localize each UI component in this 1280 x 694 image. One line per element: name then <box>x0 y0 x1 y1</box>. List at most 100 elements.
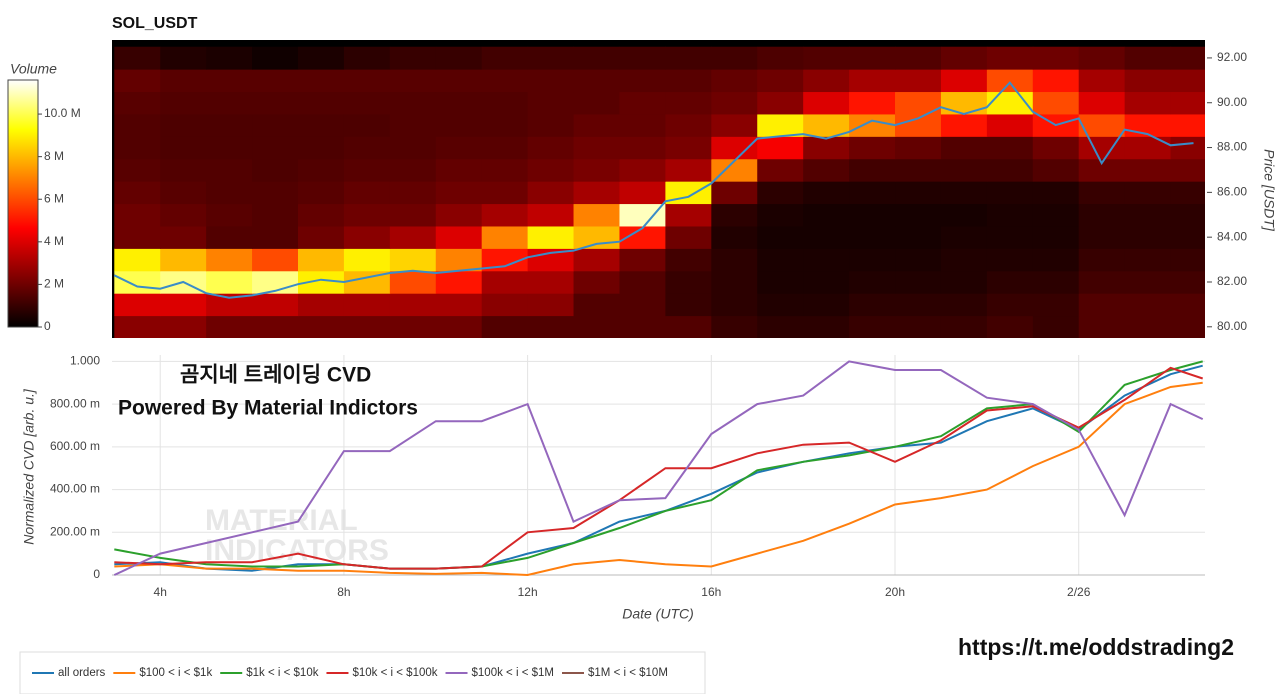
heatmap-cell <box>527 91 575 115</box>
heatmap-cell <box>1170 91 1205 115</box>
heatmap-cell <box>1124 248 1172 272</box>
chart-title: SOL_USDT <box>112 15 198 32</box>
heatmap-cell <box>389 136 437 160</box>
heatmap-cell <box>895 248 942 272</box>
heatmap-cell <box>1078 225 1126 249</box>
heatmap-cell <box>619 91 666 115</box>
heatmap-cell <box>343 113 391 137</box>
heatmap-cell <box>1170 46 1205 70</box>
heatmap-cell <box>252 181 299 205</box>
heatmap-cell <box>895 136 942 160</box>
y2-tick-label: 82.00 <box>1217 274 1247 288</box>
heatmap-cell <box>252 69 299 93</box>
heatmap-cell <box>481 181 529 205</box>
heatmap-cell <box>803 46 850 70</box>
heatmap-cell <box>619 248 666 272</box>
x-tick-label: 4h <box>154 585 167 599</box>
heatmap-cell <box>297 293 345 317</box>
x-tick-label: 2/26 <box>1067 585 1091 599</box>
heatmap-cell <box>986 248 1034 272</box>
heatmap-cell <box>1078 46 1126 70</box>
heatmap-cell <box>435 248 483 272</box>
heatmap-cell <box>1170 248 1205 272</box>
heatmap-cell <box>849 203 896 227</box>
heatmap-cell <box>757 46 804 70</box>
heatmap-cell <box>252 158 299 182</box>
heatmap-cell <box>895 181 942 205</box>
heatmap-cell <box>711 113 758 137</box>
heatmap-cell <box>297 69 345 93</box>
heatmap-cell <box>619 181 666 205</box>
heatmap-cell <box>803 69 850 93</box>
heatmap-cell <box>986 181 1034 205</box>
y-tick-label: 0 <box>93 567 100 581</box>
heatmap-cell <box>711 69 758 93</box>
heatmap-cell <box>1078 69 1126 93</box>
heatmap-cell <box>297 270 345 294</box>
heatmap-cell <box>1170 181 1205 205</box>
heatmap-cell <box>573 181 620 205</box>
heatmap-cell <box>481 203 529 227</box>
heatmap-cell <box>1124 136 1172 160</box>
heatmap-cell <box>160 293 207 317</box>
heatmap-cell <box>527 270 575 294</box>
heatmap-cell <box>986 69 1034 93</box>
heatmap-cell <box>389 158 437 182</box>
heatmap-cell <box>849 270 896 294</box>
heatmap-cell <box>1124 270 1172 294</box>
legend-label: $100k < i < $1M <box>472 667 554 679</box>
legend-label: $1k < i < $10k <box>246 667 318 679</box>
heatmap-cell <box>206 158 253 182</box>
heatmap-cell <box>665 46 712 70</box>
heatmap-cell <box>1078 203 1126 227</box>
heatmap-cell <box>573 113 620 137</box>
heatmap-cell <box>711 270 758 294</box>
heatmap-cell <box>757 136 804 160</box>
heatmap-cell <box>435 203 483 227</box>
heatmap-cell <box>297 46 345 70</box>
heatmap-cell <box>389 46 437 70</box>
heatmap-cell <box>940 158 988 182</box>
heatmap-cell <box>849 225 896 249</box>
heatmap-cell <box>343 136 391 160</box>
heatmap-cell <box>114 113 161 137</box>
heatmap-cell <box>619 158 666 182</box>
y2-axis-title: Price [USDT] <box>1261 149 1277 232</box>
heatmap-cell <box>573 69 620 93</box>
heatmap-cell <box>343 91 391 115</box>
heatmap-cell <box>895 91 942 115</box>
legend-label: $1M < i < $10M <box>588 667 668 679</box>
heatmap-cell <box>343 69 391 93</box>
heatmap-cell <box>435 91 483 115</box>
heatmap-cell <box>343 270 391 294</box>
heatmap-cell <box>665 270 712 294</box>
heatmap-cell <box>803 315 850 338</box>
heatmap-cell <box>252 91 299 115</box>
heatmap-cell <box>573 293 620 317</box>
heatmap-cell <box>803 181 850 205</box>
heatmap-cell <box>757 69 804 93</box>
heatmap-cell <box>481 91 529 115</box>
heatmap-cell <box>665 293 712 317</box>
heatmap-cell <box>297 248 345 272</box>
heatmap-cell <box>206 270 253 294</box>
heatmap-cell <box>757 315 804 338</box>
heatmap-cell <box>252 136 299 160</box>
heatmap-cell <box>711 91 758 115</box>
heatmap-cell <box>527 113 575 137</box>
heatmap-cell <box>1170 293 1205 317</box>
heatmap-cell <box>619 315 666 338</box>
heatmap-cell <box>1078 113 1126 137</box>
heatmap-cell <box>252 203 299 227</box>
heatmap-cell <box>665 136 712 160</box>
heatmap-cell <box>389 69 437 93</box>
heatmap-cell <box>160 91 207 115</box>
heatmap-cell <box>435 270 483 294</box>
heatmap-cell <box>389 248 437 272</box>
heatmap-cell <box>895 69 942 93</box>
heatmap-cell <box>481 315 529 338</box>
heatmap-cell <box>757 181 804 205</box>
heatmap-cell <box>297 91 345 115</box>
heatmap-cell <box>1078 248 1126 272</box>
heatmap-cell <box>206 203 253 227</box>
